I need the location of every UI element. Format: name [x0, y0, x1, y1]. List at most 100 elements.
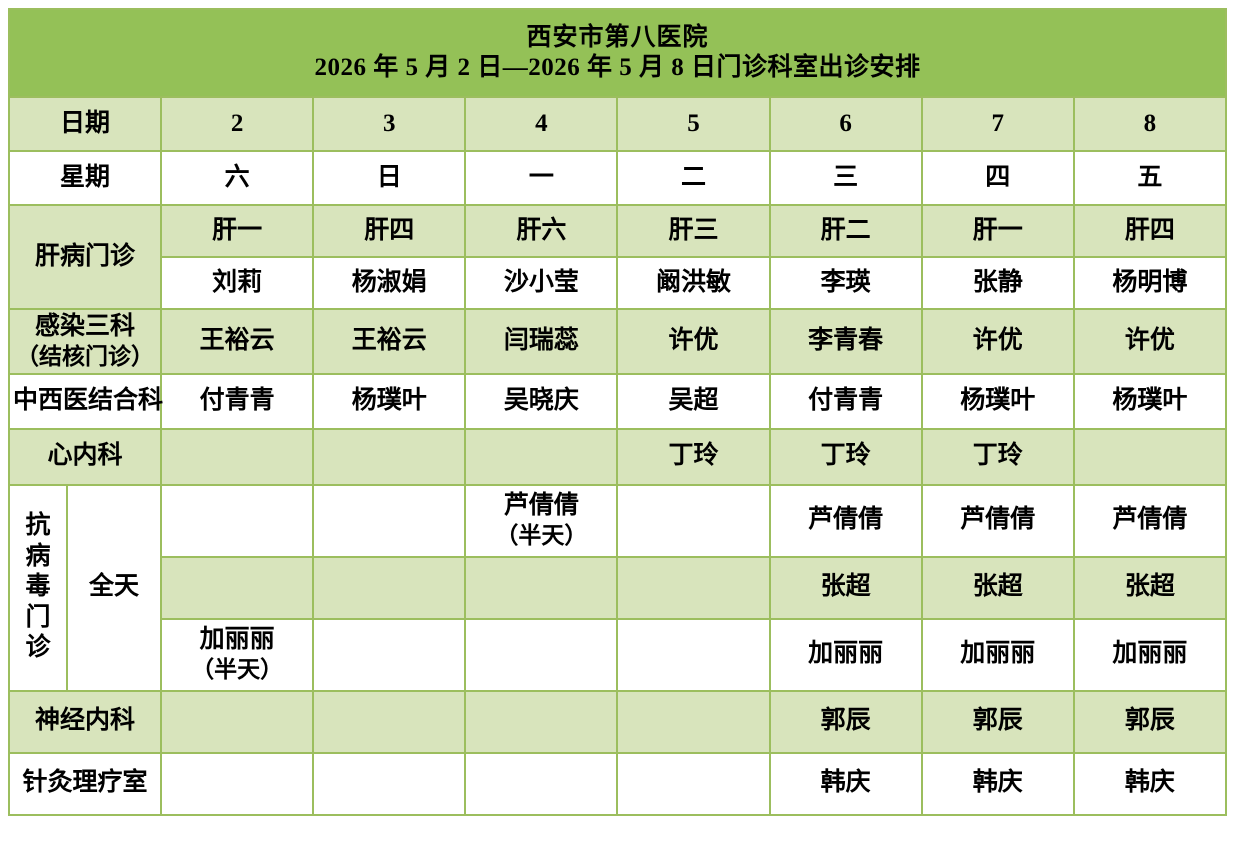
dept-label-antiviral-line1: 抗病 [25, 512, 51, 570]
dept-label-acupuncture: 针灸理疗室 [7, 751, 163, 816]
antiviral-r1-cell-6: 芦倩倩 [1072, 483, 1228, 558]
antiviral-r1-cell-5-name: 芦倩倩 [960, 506, 1036, 534]
dept-label-antiviral-line3: 诊 [25, 634, 51, 662]
weekday-cell-0: 六 [160, 150, 315, 206]
title-row: 西安市第八医院 2026 年 5 月 2 日—2026 年 5 月 8 日门诊科… [8, 8, 1227, 98]
dept-label-tcm-western: 中西医结合科 [7, 372, 163, 430]
antiviral-r2-cell-0 [160, 555, 315, 620]
antiviral-r2-cell-1 [312, 555, 467, 620]
antiviral-fullday-label: 全天 [66, 483, 163, 692]
liver-doctor-cell-1: 杨淑娟 [312, 256, 467, 310]
neurology-cell-1 [312, 689, 467, 754]
dept-label-neurology: 神经内科 [7, 689, 163, 754]
antiviral-r2-cell-5: 张超 [920, 555, 1075, 620]
antiviral-r3-cell-3 [616, 617, 771, 692]
neurology-cell-4: 郭辰 [768, 689, 923, 754]
neurology-cell-6: 郭辰 [1072, 689, 1228, 754]
acupuncture-cell-5: 韩庆 [920, 751, 1075, 816]
date-cell-4: 6 [768, 96, 923, 152]
weekday-header-label: 星期 [7, 150, 163, 206]
tcm-western-cell-2: 吴晓庆 [464, 372, 619, 430]
date-cell-0: 2 [160, 96, 315, 152]
infection-third-row: 感染三科 （结核门诊） 王裕云 王裕云 闫瑞蕊 许优 李青春 许优 许优 [7, 308, 1228, 375]
antiviral-r1-cell-4: 芦倩倩 [768, 483, 923, 558]
tcm-western-cell-5: 杨璞叶 [920, 372, 1075, 430]
infection-third-cell-6: 许优 [1072, 308, 1228, 375]
liver-room-cell-2: 肝六 [464, 204, 619, 258]
cardiology-row: 心内科 丁玲 丁玲 丁玲 [7, 427, 1228, 486]
cardiology-cell-4: 丁玲 [768, 427, 923, 486]
neurology-cell-0 [160, 689, 315, 754]
liver-room-cell-4: 肝二 [768, 204, 923, 258]
infection-third-cell-4: 李青春 [768, 308, 923, 375]
antiviral-r2-cell-4: 张超 [768, 555, 923, 620]
liver-doctor-cell-3: 阚洪敏 [616, 256, 771, 310]
antiviral-r2-cell-3 [616, 555, 771, 620]
dept-label-infection-third: 感染三科 （结核门诊） [7, 308, 163, 375]
weekday-cell-1: 日 [312, 150, 467, 206]
weekday-cell-6: 五 [1072, 150, 1228, 206]
liver-clinic-doctor-row: 刘莉 杨淑娟 沙小莹 阚洪敏 李瑛 张静 杨明博 [9, 256, 1228, 310]
tcm-western-cell-6: 杨璞叶 [1072, 372, 1228, 430]
acupuncture-cell-2 [464, 751, 619, 816]
acupuncture-cell-1 [312, 751, 467, 816]
antiviral-r2-cell-2 [464, 555, 619, 620]
liver-doctor-cell-4: 李瑛 [768, 256, 923, 310]
antiviral-r1-cell-2-name: 芦倩倩 [503, 492, 579, 520]
dept-label-cardiology: 心内科 [7, 427, 163, 486]
neurology-cell-5: 郭辰 [920, 689, 1075, 754]
neurology-row: 神经内科 郭辰 郭辰 郭辰 [7, 689, 1228, 754]
liver-doctor-cell-2: 沙小莹 [464, 256, 619, 310]
antiviral-r1-cell-3 [616, 483, 771, 558]
neurology-cell-3 [616, 689, 771, 754]
liver-room-cell-1: 肝四 [312, 204, 467, 258]
antiviral-r1-cell-5: 芦倩倩 [920, 483, 1075, 558]
weekday-cell-3: 二 [616, 150, 771, 206]
acupuncture-cell-6: 韩庆 [1072, 751, 1228, 816]
liver-doctor-cell-5: 张静 [920, 256, 1075, 310]
infection-third-cell-0: 王裕云 [160, 308, 315, 375]
cardiology-cell-6 [1072, 427, 1228, 486]
antiviral-r3-cell-6: 加丽丽 [1072, 617, 1228, 692]
tcm-western-cell-1: 杨璞叶 [312, 372, 467, 430]
antiviral-r1-cell-0 [160, 483, 315, 558]
dept-label-antiviral-line2: 毒门 [25, 573, 51, 631]
antiviral-r3-cell-6-name: 加丽丽 [1112, 640, 1188, 668]
acupuncture-cell-0 [160, 751, 315, 816]
antiviral-r3-cell-4: 加丽丽 [768, 617, 923, 692]
weekday-cell-5: 四 [920, 150, 1075, 206]
cardiology-cell-0 [160, 427, 315, 486]
antiviral-r1-cell-6-name: 芦倩倩 [1112, 506, 1188, 534]
page-title: 西安市第八医院 2026 年 5 月 2 日—2026 年 5 月 8 日门诊科… [8, 8, 1227, 98]
schedule-subtitle: 2026 年 5 月 2 日—2026 年 5 月 8 日门诊科室出诊安排 [314, 54, 921, 81]
antiviral-r1-cell-2-note: （半天） [495, 522, 588, 548]
infection-third-cell-1: 王裕云 [312, 308, 467, 375]
antiviral-r3-cell-4-name: 加丽丽 [808, 640, 884, 668]
infection-third-cell-2: 闫瑞蕊 [464, 308, 619, 375]
tcm-western-cell-4: 付青青 [768, 372, 923, 430]
tcm-western-cell-3: 吴超 [616, 372, 771, 430]
date-cell-1: 3 [312, 96, 467, 152]
liver-clinic-room-row: 肝病门诊 肝一 肝四 肝六 肝三 肝二 肝一 肝四 [7, 204, 1228, 310]
liver-doctor-cell-0: 刘莉 [160, 256, 315, 310]
liver-room-cell-0: 肝一 [160, 204, 315, 258]
antiviral-r3-cell-0-name: 加丽丽 [199, 626, 275, 654]
acupuncture-row: 针灸理疗室 韩庆 韩庆 韩庆 [7, 751, 1228, 816]
outpatient-schedule-table: 西安市第八医院 2026 年 5 月 2 日—2026 年 5 月 8 日门诊科… [7, 8, 1228, 816]
infection-third-cell-5: 许优 [920, 308, 1075, 375]
liver-room-cell-5: 肝一 [920, 204, 1075, 258]
cardiology-cell-2 [464, 427, 619, 486]
antiviral-r3-cell-5: 加丽丽 [920, 617, 1075, 692]
acupuncture-cell-3 [616, 751, 771, 816]
dept-label-liver-clinic: 肝病门诊 [7, 204, 163, 310]
liver-doctor-cell-6: 杨明博 [1072, 256, 1228, 310]
date-cell-5: 7 [920, 96, 1075, 152]
dept-label-infection-third-main: 感染三科 [35, 313, 136, 340]
weekday-cell-4: 三 [768, 150, 923, 206]
antiviral-r2-cell-6: 张超 [1072, 555, 1228, 620]
dept-label-infection-third-sub: （结核门诊） [16, 343, 155, 369]
antiviral-r1-cell-1 [312, 483, 467, 558]
antiviral-r3-cell-1 [312, 617, 467, 692]
weekday-cell-2: 一 [464, 150, 619, 206]
tcm-western-cell-0: 付青青 [160, 372, 315, 430]
